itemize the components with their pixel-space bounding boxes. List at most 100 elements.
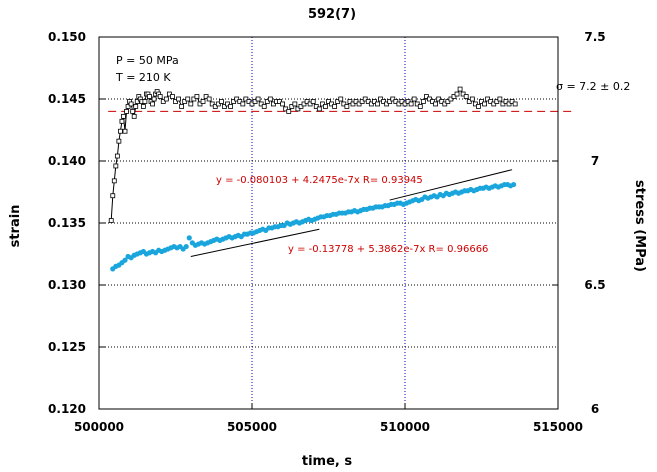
stress-point (393, 99, 399, 104)
stress-point (222, 104, 227, 109)
stress-point (131, 113, 137, 119)
stress-point (442, 101, 448, 107)
stress-point (113, 163, 119, 169)
right-tick-label: 6 (591, 402, 599, 416)
stress-point (457, 86, 463, 92)
grid-lines (99, 37, 558, 409)
stress-point (188, 101, 194, 107)
stress-point (424, 94, 429, 99)
x-axis-title: time, s (302, 454, 352, 469)
stress-series (108, 86, 518, 223)
stress-point (411, 96, 417, 102)
stress-point (108, 218, 114, 223)
strain-point (511, 181, 517, 188)
stress-point (240, 101, 246, 107)
stress-point (128, 101, 134, 107)
stress-point (329, 101, 334, 107)
stress-point (479, 99, 484, 104)
stress-point (476, 104, 481, 109)
stress-point (460, 91, 466, 97)
stress-point (228, 104, 233, 109)
stress-point (356, 101, 362, 107)
stress-point (176, 96, 181, 102)
stress-point (249, 101, 255, 107)
left-tick-label: 0.135 (48, 216, 86, 230)
stress-point (451, 94, 457, 99)
temperature-annotation: T = 210 K (115, 71, 171, 84)
stress-point (170, 94, 175, 99)
stress-point (243, 96, 249, 102)
stress-point (512, 101, 518, 107)
right-axis-title: stress (MPa) (632, 180, 647, 272)
stress-point (289, 104, 295, 109)
stress-point (427, 96, 432, 102)
right-tick-label: 6.5 (584, 278, 605, 292)
x-tick-label: 505000 (227, 420, 277, 434)
stress-point (359, 99, 365, 104)
stress-point (133, 104, 139, 109)
stress-point (203, 94, 209, 99)
stress-point (469, 96, 475, 102)
stress-point (332, 104, 338, 109)
stress-point (436, 96, 442, 102)
stress-point (215, 101, 221, 107)
fit-label-lower: y = -0.13778 + 5.3862e-7x R= 0.96666 (288, 244, 488, 255)
stress-point (445, 99, 451, 104)
stress-point (116, 138, 122, 144)
stress-point (396, 101, 402, 107)
stress-point (408, 101, 414, 107)
left-tick-label: 0.125 (48, 340, 86, 354)
strain-point (183, 243, 189, 250)
stress-point (130, 109, 136, 114)
stress-point (110, 193, 116, 199)
stress-point (286, 109, 292, 114)
left-tick-label: 0.140 (48, 154, 86, 168)
stress-point (261, 104, 267, 109)
stress-point (466, 99, 472, 104)
stress-point (433, 101, 439, 107)
stress-point (506, 101, 512, 107)
stress-point (119, 118, 125, 124)
stress-point (420, 99, 426, 104)
stress-point (295, 106, 301, 112)
stress-point (500, 101, 506, 107)
stress-point (323, 104, 328, 109)
stress-point (365, 99, 371, 104)
right-tick-label: 7.5 (584, 30, 605, 44)
stress-point (454, 91, 460, 97)
stress-point (140, 104, 146, 109)
stress-point (335, 99, 341, 104)
stress-point (362, 96, 368, 102)
x-axis-ticks: 500000 505000 510000 515000 (74, 403, 583, 434)
fit-label-upper: y = -0.080103 + 4.2475e-7x R= 0.93945 (216, 175, 423, 186)
right-axis-ticks: 6 6.5 7 7.5 (552, 30, 606, 416)
stress-point (497, 96, 503, 102)
fit-line (190, 228, 320, 257)
stress-point (378, 96, 383, 102)
stress-point (417, 104, 423, 109)
stress-point (430, 99, 435, 104)
stress-point (326, 99, 331, 104)
stress-point (338, 96, 344, 102)
right-tick-label: 7 (591, 154, 599, 168)
stress-point (182, 99, 188, 104)
strain-series (110, 181, 517, 272)
stress-point (491, 101, 497, 107)
strain-point (186, 235, 192, 241)
stress-point (310, 99, 316, 104)
stress-point (353, 99, 359, 104)
stress-point (173, 99, 178, 104)
stress-point (448, 96, 454, 102)
stress-point (151, 96, 157, 102)
stress-point (179, 104, 185, 109)
stress-point (399, 99, 405, 104)
stress-point (307, 101, 313, 107)
left-axis-title: strain (8, 205, 23, 248)
stress-point (200, 99, 206, 104)
stress-point (163, 96, 169, 102)
stress-point (185, 96, 191, 102)
left-tick-label: 0.145 (48, 92, 86, 106)
stress-point (118, 128, 123, 134)
